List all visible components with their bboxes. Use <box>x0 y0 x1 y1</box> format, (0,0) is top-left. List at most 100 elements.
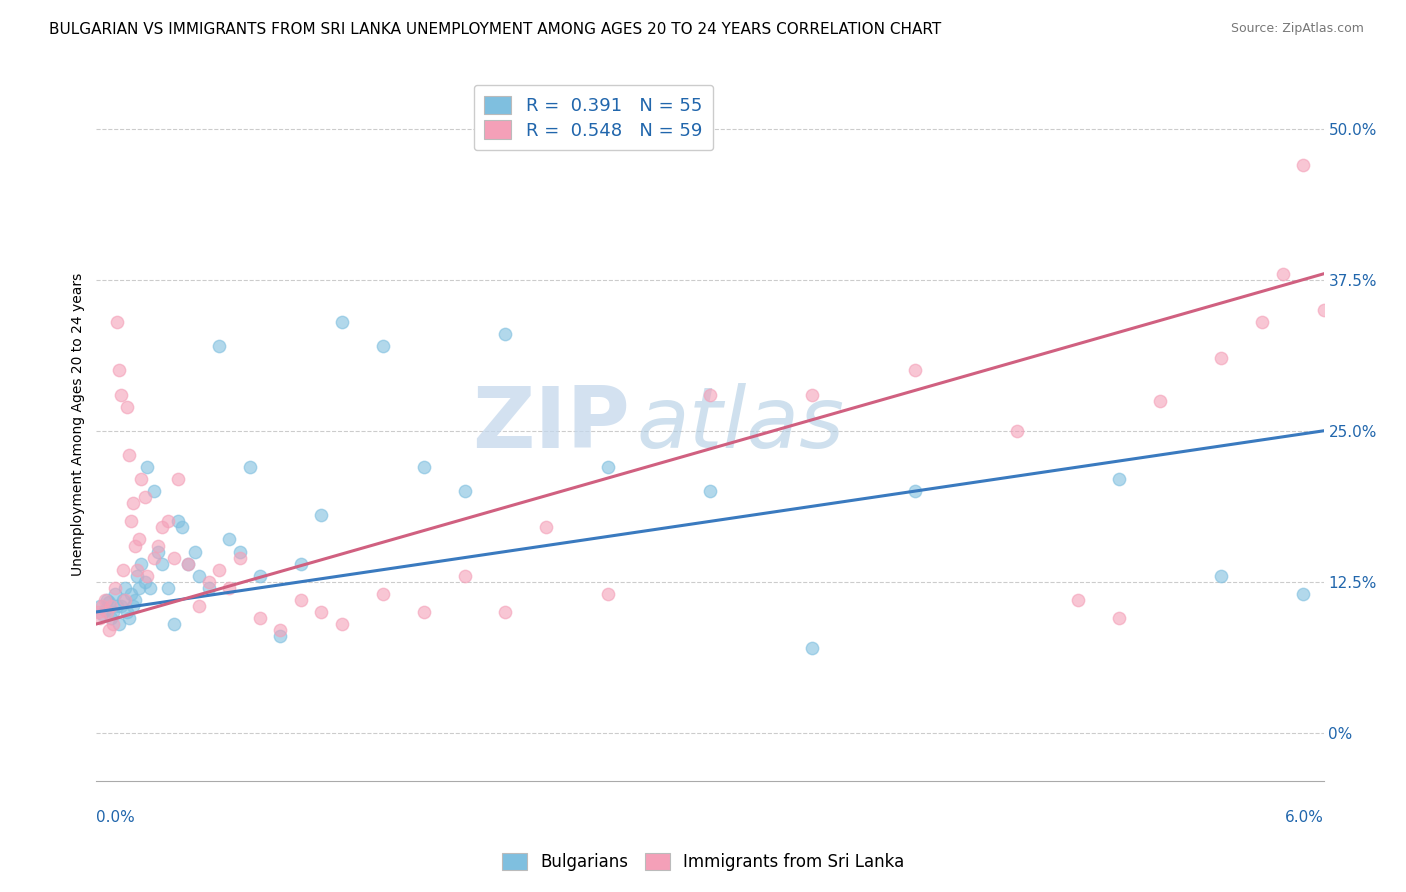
Point <box>494 327 516 342</box>
Point <box>89 599 111 613</box>
Point <box>269 623 291 637</box>
Text: 0.0%: 0.0% <box>97 810 135 824</box>
Point <box>142 550 165 565</box>
Point <box>104 587 127 601</box>
Point <box>1005 424 1028 438</box>
Point <box>453 568 475 582</box>
Point <box>1211 351 1233 366</box>
Point <box>187 599 209 613</box>
Point <box>596 460 619 475</box>
Point <box>172 520 194 534</box>
Point <box>156 514 179 528</box>
Point <box>91 607 114 622</box>
Point <box>1292 158 1315 172</box>
Point <box>228 544 250 558</box>
Point <box>150 557 173 571</box>
Point <box>91 599 114 613</box>
Point <box>208 563 231 577</box>
Point <box>177 557 200 571</box>
Point <box>699 484 721 499</box>
Point <box>536 520 558 534</box>
Point <box>371 339 394 353</box>
Point <box>1108 611 1130 625</box>
Point <box>118 448 141 462</box>
Point <box>371 587 394 601</box>
Point <box>218 533 240 547</box>
Point <box>101 605 124 619</box>
Point <box>1211 568 1233 582</box>
Point <box>89 611 111 625</box>
Point <box>249 568 271 582</box>
Point <box>187 568 209 582</box>
Point <box>198 574 221 589</box>
Point <box>100 611 122 625</box>
Point <box>142 484 165 499</box>
Point <box>138 581 160 595</box>
Text: ZIP: ZIP <box>472 384 630 467</box>
Point <box>167 514 190 528</box>
Point <box>131 557 153 571</box>
Y-axis label: Unemployment Among Ages 20 to 24 years: Unemployment Among Ages 20 to 24 years <box>72 273 86 576</box>
Point <box>114 592 136 607</box>
Point <box>110 387 132 401</box>
Point <box>903 363 925 377</box>
Point <box>97 595 120 609</box>
Text: BULGARIAN VS IMMIGRANTS FROM SRI LANKA UNEMPLOYMENT AMONG AGES 20 TO 24 YEARS CO: BULGARIAN VS IMMIGRANTS FROM SRI LANKA U… <box>49 22 942 37</box>
Point <box>127 568 149 582</box>
Point <box>118 611 141 625</box>
Point <box>801 387 824 401</box>
Point <box>114 581 136 595</box>
Point <box>218 581 240 595</box>
Point <box>111 563 134 577</box>
Point <box>903 484 925 499</box>
Text: Source: ZipAtlas.com: Source: ZipAtlas.com <box>1230 22 1364 36</box>
Point <box>163 550 186 565</box>
Legend: Bulgarians, Immigrants from Sri Lanka: Bulgarians, Immigrants from Sri Lanka <box>494 845 912 880</box>
Point <box>146 544 169 558</box>
Point <box>150 520 173 534</box>
Point <box>136 568 159 582</box>
Point <box>127 563 149 577</box>
Point <box>134 574 156 589</box>
Point <box>96 605 118 619</box>
Point <box>290 557 312 571</box>
Point <box>330 617 353 632</box>
Point <box>167 472 190 486</box>
Point <box>249 611 271 625</box>
Point <box>177 557 200 571</box>
Point <box>183 544 205 558</box>
Point <box>1271 267 1294 281</box>
Point <box>494 605 516 619</box>
Text: 6.0%: 6.0% <box>1285 810 1323 824</box>
Point <box>120 587 142 601</box>
Point <box>208 339 231 353</box>
Point <box>146 539 169 553</box>
Point <box>136 460 159 475</box>
Point <box>115 605 138 619</box>
Point <box>453 484 475 499</box>
Point <box>124 539 146 553</box>
Point <box>110 599 132 613</box>
Point <box>111 592 134 607</box>
Point <box>97 623 120 637</box>
Point <box>1108 472 1130 486</box>
Point <box>122 496 145 510</box>
Point <box>1251 315 1274 329</box>
Point <box>801 641 824 656</box>
Point <box>156 581 179 595</box>
Point <box>122 599 145 613</box>
Point <box>1067 592 1090 607</box>
Point <box>128 581 150 595</box>
Legend: R =  0.391   N = 55, R =  0.548   N = 59: R = 0.391 N = 55, R = 0.548 N = 59 <box>474 85 713 151</box>
Text: atlas: atlas <box>637 384 845 467</box>
Point <box>239 460 262 475</box>
Point <box>1149 393 1171 408</box>
Point <box>198 581 221 595</box>
Point <box>228 550 250 565</box>
Point <box>330 315 353 329</box>
Point <box>163 617 186 632</box>
Point <box>596 587 619 601</box>
Point <box>311 605 333 619</box>
Point <box>100 599 122 613</box>
Point <box>108 617 131 632</box>
